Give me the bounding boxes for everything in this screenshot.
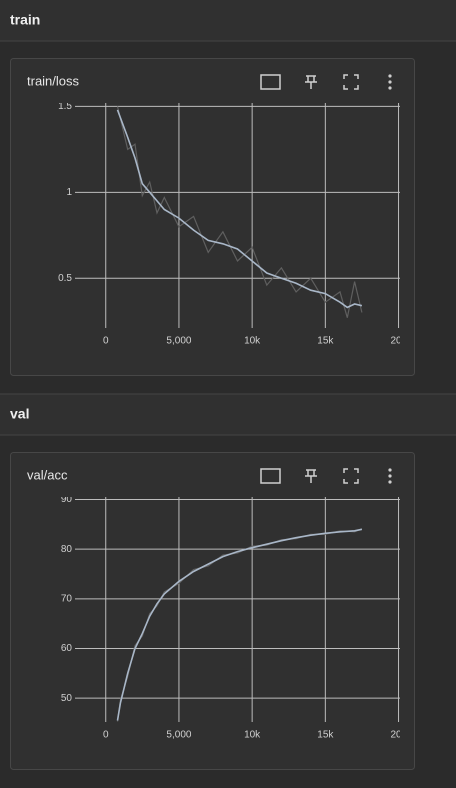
x-tick-label: 5,000 [166,336,191,347]
section-header[interactable] [0,0,456,41]
y-tick-label: 90 [61,494,73,505]
fit-button[interactable] [260,74,281,90]
card [10,58,415,376]
fullscreen-button[interactable] [343,468,359,484]
fit-button[interactable] [260,468,281,484]
x-tick-label: 15k [317,730,334,741]
x-tick-label: 10k [244,730,261,741]
tick-labels: 0 5,000 10k 15k 20k 50 60 70 80 90 [61,494,407,741]
menu-button[interactable] [388,74,392,90]
y-tick-label: 50 [61,693,73,704]
fullscreen-button[interactable] [343,74,359,90]
tick-labels: 0 5,000 10k 15k 20k 0.5 1 1.5 [58,101,407,347]
pin-button[interactable] [305,75,317,89]
x-tick-label: 5,000 [166,730,191,741]
card-title: train/loss [27,73,80,88]
y-tick-label: 0.5 [58,273,72,284]
x-tick-label: 0 [103,336,109,347]
plot [75,497,400,722]
y-tick-label: 1 [66,187,72,198]
toolbar [260,468,392,484]
series-line [116,528,363,721]
series-line [116,109,363,309]
x-tick-label: 15k [317,336,334,347]
toolbar [260,74,392,90]
x-tick-label: 20k [390,730,407,741]
plot [75,103,400,328]
y-tick-label: 80 [61,544,73,555]
menu-button[interactable] [388,468,392,484]
x-tick-label: 0 [103,730,109,741]
card [10,452,415,770]
x-tick-label: 10k [244,336,261,347]
section-title: val [10,406,29,422]
y-tick-label: 70 [61,593,73,604]
x-tick-label: 20k [390,336,407,347]
y-tick-label: 60 [61,643,73,654]
card-title: val/acc [27,467,68,482]
y-tick-label: 1.5 [58,101,72,112]
section-header[interactable] [0,394,456,435]
section-title: train [10,12,40,28]
pin-button[interactable] [305,469,317,483]
